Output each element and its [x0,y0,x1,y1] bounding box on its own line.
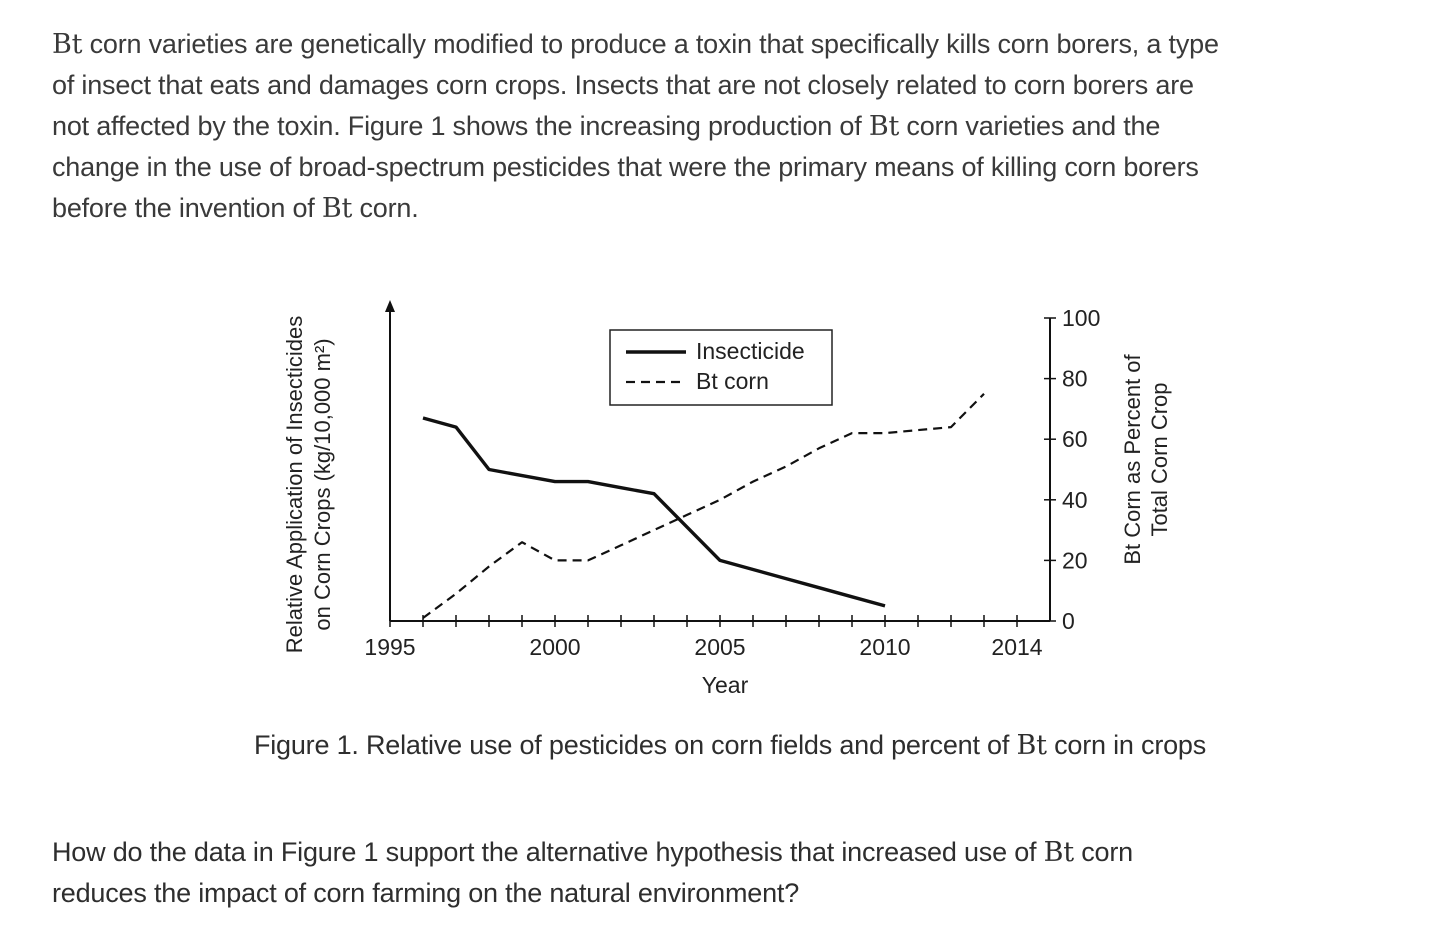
y-right-axis-label: Bt Corn as Percent of [1120,353,1145,564]
question-paragraph: How do the data in Figure 1 support the … [52,832,1422,914]
y-right-axis-label: Total Corn Crop [1147,382,1172,536]
bt-term: Bt [1016,730,1047,761]
intro-text: corn. [352,193,419,223]
intro-text: change in the use of broad-spectrum pest… [52,152,1199,182]
question-text: corn [1073,837,1133,867]
intro-text: corn varieties and the [899,111,1161,141]
bt-term: Bt [321,193,353,224]
insecticide-line [422,416,886,608]
y-right-tick-label: 20 [1062,547,1088,573]
x-tick-label: 2014 [991,634,1042,660]
y-right-tick-label: 80 [1062,366,1088,392]
left-y-axis-arrow [385,300,395,312]
figure-1-chart: 1995 2000 2005 2010 2014 Year 0 20 40 60 80 100 Rela… [282,300,1172,698]
x-tick-label: 1995 [364,634,415,660]
x-axis-label: Year [702,672,749,698]
bt-corn-line [422,393,985,619]
y-left-axis-label: Relative Application of Insecticides [282,316,307,654]
legend-box [609,329,833,406]
x-tick-label: 2010 [859,634,910,660]
intro-line: change in the use of broad-spectrum pest… [52,147,1422,188]
intro-text: of insect that eats and damages corn cro… [52,70,1194,100]
legend-insecticide-label: Insecticide [696,338,805,364]
y-right-tick-label: 40 [1062,487,1088,513]
bt-term: Bt [52,29,83,60]
intro-line: Bt corn varieties are genetically modifi… [52,24,1422,65]
legend-bt-corn-label: Bt corn [696,368,769,394]
figure-caption-prefix: Figure 1. Relative use of pesticides on … [253,730,1207,761]
x-tick-label: 2005 [694,634,745,660]
intro-text: corn varieties are genetically modified … [82,29,1219,59]
intro-line: before the invention of Bt corn. [52,188,1422,229]
question-text: How do the data in Figure 1 support the … [52,837,1044,867]
figure-caption: Figure 1. Relative use of pesticides on … [0,730,1440,761]
bt-term: Bt [868,111,900,142]
x-tick-label: 2000 [529,634,580,660]
question-text: reduces the impact of corn farming on th… [52,878,800,908]
intro-line: not affected by the toxin. Figure 1 show… [52,106,1422,147]
question-line: How do the data in Figure 1 support the … [52,832,1422,873]
y-right-tick-label: 0 [1062,608,1075,634]
bt-term: Bt [1043,837,1074,868]
question-line: reduces the impact of corn farming on th… [52,873,1422,914]
intro-text: before the invention of [52,193,322,223]
intro-paragraph: Bt corn varieties are genetically modifi… [52,24,1422,229]
intro-text: not affected by the toxin. Figure 1 show… [52,111,869,141]
y-left-axis-label: on Corn Crops (kg/10,000 m²) [310,338,335,630]
y-right-tick-label: 100 [1062,305,1100,331]
y-right-tick-label: 60 [1062,426,1088,452]
intro-line: of insect that eats and damages corn cro… [52,65,1422,106]
